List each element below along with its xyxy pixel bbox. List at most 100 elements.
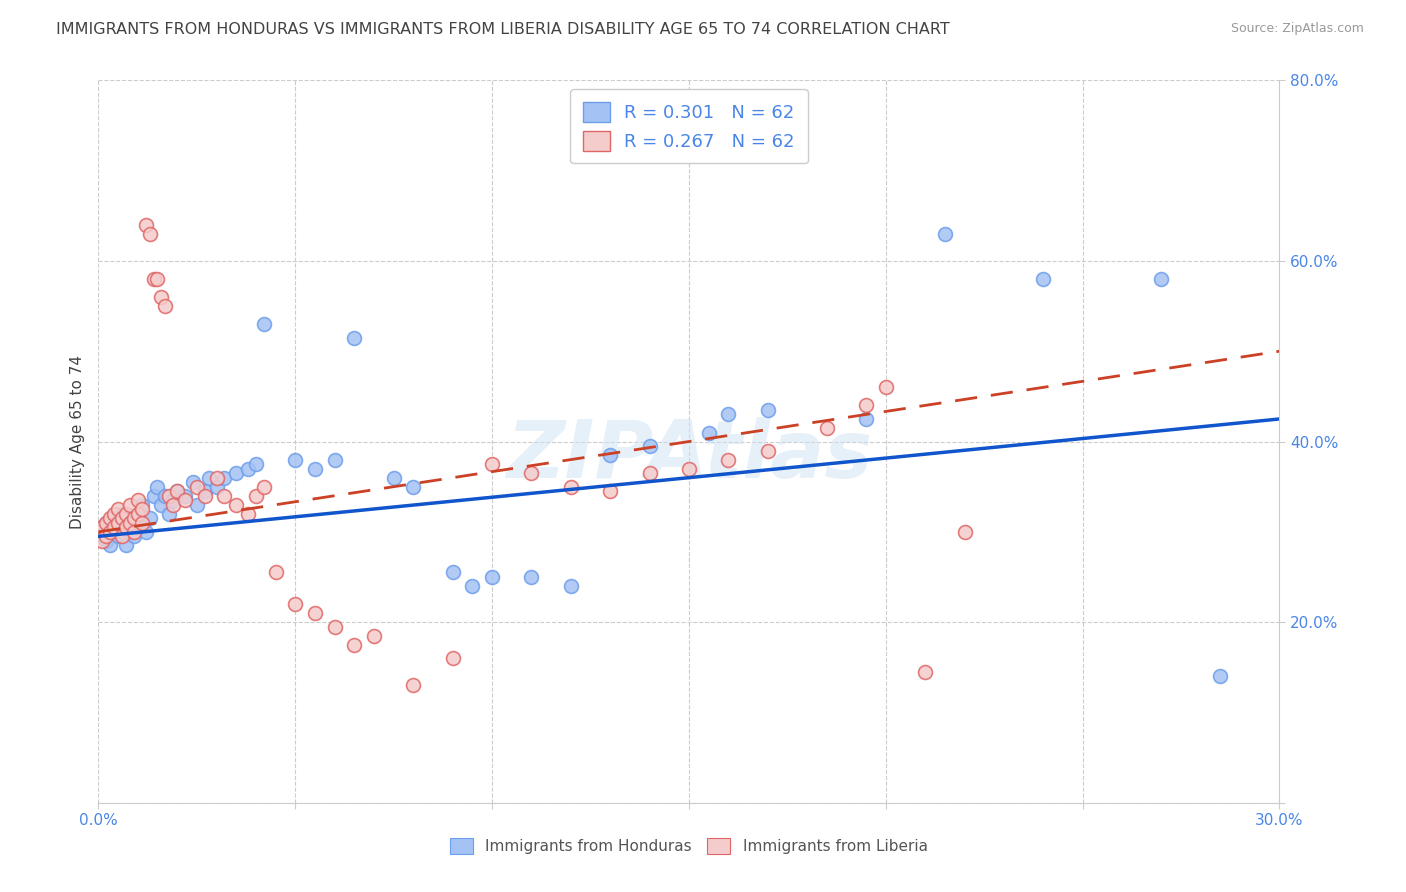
Point xyxy=(142,272,165,286)
Point xyxy=(122,529,145,543)
Point xyxy=(122,524,145,539)
Point xyxy=(323,620,346,634)
Point xyxy=(205,471,228,485)
Point xyxy=(264,566,287,580)
Point xyxy=(181,475,204,490)
Point xyxy=(214,471,236,485)
Point xyxy=(953,524,976,539)
Point xyxy=(91,529,114,543)
Point xyxy=(197,471,219,485)
Point xyxy=(461,579,484,593)
Text: IMMIGRANTS FROM HONDURAS VS IMMIGRANTS FROM LIBERIA DISABILITY AGE 65 TO 74 CORR: IMMIGRANTS FROM HONDURAS VS IMMIGRANTS F… xyxy=(56,22,950,37)
Point xyxy=(875,380,897,394)
Point xyxy=(284,452,307,467)
Point xyxy=(815,421,838,435)
Point xyxy=(245,457,267,471)
Point xyxy=(107,516,129,530)
Point xyxy=(122,511,145,525)
Point xyxy=(107,502,129,516)
Point xyxy=(166,484,188,499)
Point xyxy=(135,218,157,232)
Point xyxy=(96,516,118,530)
Point xyxy=(157,489,180,503)
Point xyxy=(166,484,188,499)
Point xyxy=(402,678,425,692)
Point xyxy=(127,507,149,521)
Point xyxy=(111,529,134,543)
Point xyxy=(127,507,149,521)
Point xyxy=(402,480,425,494)
Point xyxy=(225,498,247,512)
Point xyxy=(1032,272,1054,286)
Point xyxy=(934,227,956,241)
Point xyxy=(98,520,121,534)
Point xyxy=(115,538,138,552)
Point xyxy=(343,331,366,345)
Point xyxy=(304,606,326,620)
Point xyxy=(481,570,503,584)
Point xyxy=(194,484,217,499)
Point xyxy=(245,489,267,503)
Point xyxy=(914,665,936,679)
Point xyxy=(441,566,464,580)
Point xyxy=(284,597,307,611)
Point xyxy=(146,480,169,494)
Point xyxy=(382,471,405,485)
Point xyxy=(186,498,208,512)
Point xyxy=(96,529,118,543)
Point xyxy=(150,498,173,512)
Point xyxy=(304,461,326,475)
Point xyxy=(174,489,197,503)
Point xyxy=(363,629,385,643)
Point xyxy=(599,484,621,499)
Point xyxy=(520,570,543,584)
Point xyxy=(162,498,184,512)
Point xyxy=(131,516,153,530)
Point xyxy=(96,533,118,548)
Point xyxy=(118,516,141,530)
Point xyxy=(91,520,114,534)
Point xyxy=(717,452,740,467)
Point xyxy=(103,524,125,539)
Point xyxy=(214,489,236,503)
Point xyxy=(855,412,877,426)
Point xyxy=(1150,272,1173,286)
Point xyxy=(323,452,346,467)
Point xyxy=(155,489,177,503)
Point xyxy=(194,489,217,503)
Point xyxy=(1209,669,1232,683)
Point xyxy=(253,317,276,331)
Point xyxy=(150,290,173,304)
Point xyxy=(118,516,141,530)
Point xyxy=(343,638,366,652)
Point xyxy=(560,480,582,494)
Point xyxy=(756,443,779,458)
Point xyxy=(127,493,149,508)
Point xyxy=(122,511,145,525)
Point xyxy=(96,516,118,530)
Point xyxy=(481,457,503,471)
Point xyxy=(162,493,184,508)
Point xyxy=(599,448,621,462)
Point xyxy=(115,520,138,534)
Y-axis label: Disability Age 65 to 74: Disability Age 65 to 74 xyxy=(69,354,84,529)
Point xyxy=(131,498,153,512)
Point xyxy=(98,524,121,539)
Point xyxy=(91,533,114,548)
Point xyxy=(253,480,276,494)
Point xyxy=(186,480,208,494)
Point xyxy=(697,425,720,440)
Point xyxy=(157,507,180,521)
Text: Source: ZipAtlas.com: Source: ZipAtlas.com xyxy=(1230,22,1364,36)
Point xyxy=(205,480,228,494)
Point xyxy=(138,227,160,241)
Point xyxy=(638,439,661,453)
Point xyxy=(236,507,259,521)
Legend: Immigrants from Honduras, Immigrants from Liberia: Immigrants from Honduras, Immigrants fro… xyxy=(444,832,934,860)
Point xyxy=(756,403,779,417)
Point xyxy=(107,529,129,543)
Point xyxy=(98,511,121,525)
Point xyxy=(127,520,149,534)
Point xyxy=(146,272,169,286)
Point xyxy=(118,498,141,512)
